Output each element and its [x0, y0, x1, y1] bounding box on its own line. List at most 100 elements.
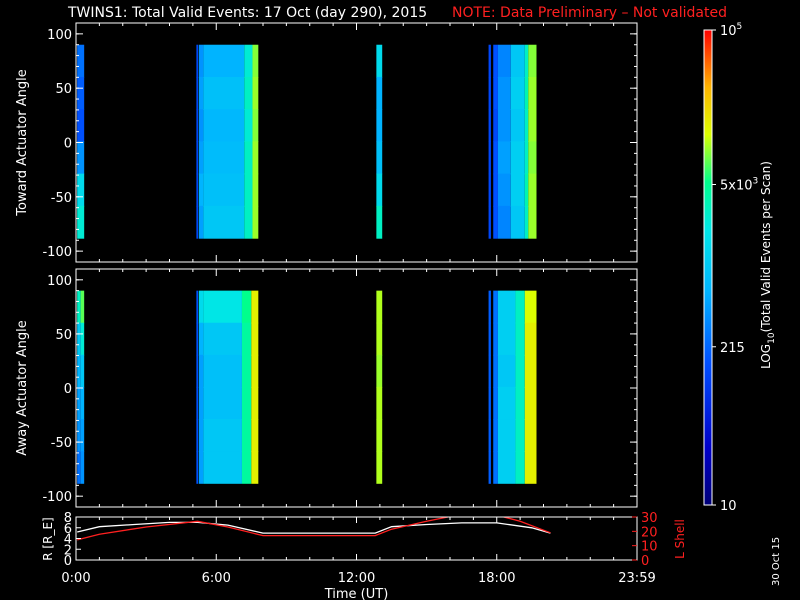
y-tick-label-left: 4 — [64, 533, 72, 548]
heatmap-cell — [524, 173, 529, 207]
heatmap-cell — [196, 76, 199, 110]
heatmap-cell — [493, 290, 498, 324]
heatmap-cell — [198, 386, 204, 420]
heatmap-cell — [524, 44, 529, 78]
heatmap-cell — [493, 141, 498, 175]
heatmap-cell — [244, 173, 253, 207]
colorbar-gradient — [704, 30, 712, 505]
heatmap-cell — [252, 76, 259, 110]
x-tick-label: 6:00 — [202, 571, 231, 586]
heatmap-cell — [251, 290, 259, 324]
heatmap-cell — [524, 205, 529, 239]
heatmap-cell — [493, 419, 498, 452]
colorbar-tick-label: 10 — [720, 499, 737, 514]
series-r-line — [77, 521, 551, 534]
heatmap-cell — [241, 419, 252, 452]
heatmap-cell — [515, 290, 525, 324]
heatmap-cell — [376, 44, 383, 78]
heatmap-cell — [488, 173, 491, 207]
heatmap-cell — [252, 205, 259, 239]
heatmap-cell — [376, 76, 383, 110]
y-tick-label-left: 8 — [64, 511, 72, 526]
heatmap-cell — [510, 76, 525, 110]
heatmap-cell — [80, 354, 85, 388]
heatmap-cell — [241, 451, 252, 484]
heatmap-cell — [376, 205, 383, 239]
heatmap-cell — [77, 44, 85, 78]
heatmap-cell — [376, 419, 383, 452]
y-tick-label-left: 6 — [64, 522, 72, 537]
x-tick-label: 0:00 — [61, 571, 90, 586]
heatmap-cell — [524, 451, 537, 484]
heatmap-away-panel: 100 50 0 -50 -100 Away Actuator Angle — [15, 268, 638, 508]
heatmap-cell — [488, 205, 491, 239]
heatmap-cell — [376, 141, 383, 175]
y-tick-label: -100 — [42, 490, 72, 505]
x-axis-label: Time (UT) — [324, 587, 389, 600]
heatmap-cell — [528, 173, 537, 207]
heatmap-cell — [244, 141, 253, 175]
heatmap-cell — [203, 44, 245, 78]
y-tick-label-right: 0 — [641, 554, 649, 569]
y-axis-label-right: L Shell — [673, 519, 687, 559]
heatmap-cell — [203, 290, 242, 324]
y-tick-label: 0 — [64, 382, 72, 397]
heatmap-cell — [203, 386, 242, 420]
y-tick-label-right: 30 — [641, 511, 658, 526]
heatmap-cell — [244, 44, 253, 78]
heatmap-cell — [80, 386, 85, 420]
y-tick-label-left: 0 — [64, 554, 72, 569]
heatmap-cell — [252, 141, 259, 175]
heatmap-cell — [497, 451, 516, 484]
heatmap-cell — [510, 141, 525, 175]
plot-area — [76, 23, 637, 262]
heatmap-cell — [524, 290, 537, 324]
x-tick-label: 23:59 — [618, 571, 655, 586]
date-stamp: 30 Oct 15 — [771, 536, 782, 586]
heatmap-cell — [77, 76, 85, 110]
plot-area — [76, 269, 637, 507]
heatmap-cell — [376, 322, 383, 356]
y-tick-label: 50 — [55, 82, 72, 97]
heatmap-cell — [524, 386, 537, 420]
heatmap-cell — [203, 451, 242, 484]
y-axis-label: Toward Actuator Angle — [15, 69, 30, 216]
heatmap-cell — [80, 322, 85, 356]
heatmap-cell — [196, 44, 199, 78]
heatmap-cell — [488, 322, 491, 356]
heatmap-cell — [244, 109, 253, 143]
heatmap-cell — [196, 205, 199, 239]
heatmap-cell — [77, 109, 85, 143]
heatmap-cell — [80, 419, 85, 452]
heatmap-cell — [497, 290, 516, 324]
heatmap-cell — [493, 354, 498, 388]
heatmap-cell — [198, 290, 204, 324]
heatmap-cell — [493, 44, 498, 78]
y-tick-label-right: 20 — [641, 525, 658, 540]
heatmap-cell — [203, 141, 245, 175]
heatmap-cell — [241, 290, 252, 324]
heatmap-cell — [77, 205, 85, 239]
heatmap-cell — [497, 386, 516, 420]
heatmap-cell — [510, 109, 525, 143]
heatmap-cell — [493, 109, 498, 143]
heatmap-cell — [488, 141, 491, 175]
heatmap-cell — [244, 205, 253, 239]
heatmap-cell — [376, 354, 383, 388]
heatmap-cell — [77, 290, 81, 324]
heatmap-cell — [376, 386, 383, 420]
y-tick-label: -100 — [42, 245, 72, 260]
heatmap-cell — [203, 322, 242, 356]
heatmap-cell — [196, 322, 199, 356]
heatmap-cell — [198, 44, 204, 78]
heatmap-cell — [251, 451, 259, 484]
heatmap-cell — [251, 354, 259, 388]
colorbar: 10 215 5x103 105 LOG10(Total Valid Events pe… — [703, 22, 777, 514]
heatmap-cell — [524, 76, 529, 110]
heatmap-cell — [198, 76, 204, 110]
heatmap-cell — [510, 44, 525, 78]
heatmap-cell — [488, 451, 491, 484]
heatmap-cell — [198, 322, 204, 356]
heatmap-cell — [488, 109, 491, 143]
